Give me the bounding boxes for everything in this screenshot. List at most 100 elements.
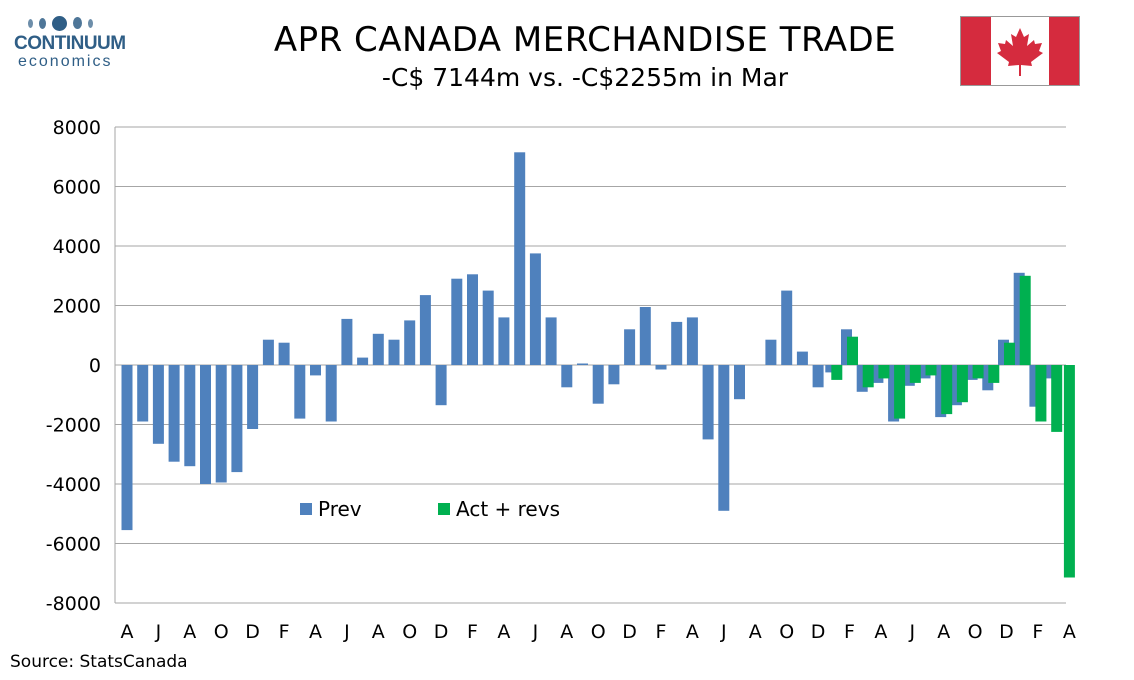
x-tick-label: D: [245, 621, 260, 643]
bar-prev: [639, 307, 651, 365]
x-tick-label: O: [214, 621, 229, 643]
bar-prev: [357, 357, 369, 365]
x-tick-label: J: [720, 621, 727, 643]
source-note: Source: StatsCanada: [10, 652, 188, 672]
page-subtitle: -C$ 7144m vs. -C$2255m in Mar: [381, 63, 789, 92]
bar-prev: [671, 321, 683, 365]
y-tick-label: -8000: [46, 593, 101, 615]
bar-prev: [812, 365, 824, 388]
bar-prev: [404, 320, 416, 365]
bar-act: [1051, 365, 1063, 432]
y-tick-label: 0: [89, 355, 101, 377]
x-tick-label: F: [844, 621, 855, 643]
canada-flag-icon: [960, 16, 1080, 86]
bar-act: [894, 365, 906, 419]
bar-prev: [624, 329, 636, 365]
bar-act: [1063, 365, 1075, 578]
logo-sub: economics: [18, 53, 113, 70]
bar-prev: [919, 365, 931, 379]
x-tick-label: O: [591, 621, 606, 643]
bar-prev: [950, 365, 962, 406]
bar-prev: [341, 318, 353, 365]
bar-prev: [686, 317, 698, 365]
bar-prev: [482, 290, 494, 365]
bar-prev: [184, 365, 196, 467]
legend-swatch-prev: [300, 503, 312, 515]
bar-prev: [1013, 272, 1025, 365]
bar-prev: [325, 365, 337, 422]
bar-act: [1004, 342, 1015, 365]
y-tick-label: 2000: [53, 296, 101, 318]
x-tick-label: A: [874, 621, 887, 643]
x-tick-label: A: [749, 621, 762, 643]
bar-prev: [966, 365, 978, 380]
x-tick-label: D: [434, 621, 449, 643]
x-tick-label: O: [779, 621, 794, 643]
x-tick-label: A: [309, 621, 322, 643]
legend-label-act: Act + revs: [456, 497, 560, 521]
x-tick-label: F: [1032, 621, 1043, 643]
bar-prev: [825, 365, 837, 373]
bar-prev: [545, 317, 557, 365]
bar-prev: [796, 351, 808, 365]
legend: Prev Act + revs: [300, 497, 560, 521]
y-tick-label: -2000: [46, 415, 101, 437]
x-tick-label: A: [183, 621, 196, 643]
bar-act: [862, 365, 874, 388]
y-tick-labels: 8000 6000 4000 2000 0 -2000 -4000 -6000 -8000: [46, 117, 101, 615]
x-tick-label: A: [497, 621, 510, 643]
x-tick-label: A: [372, 621, 385, 643]
bar-prev: [608, 365, 620, 385]
bar-prev: [121, 365, 133, 531]
bar-prev: [841, 329, 852, 365]
x-tick-label: J: [532, 621, 539, 643]
bar-prev: [998, 339, 1009, 365]
bar-prev: [467, 274, 478, 365]
bar-prev: [168, 365, 180, 462]
bar-prev: [200, 365, 211, 484]
x-tick-label: A: [560, 621, 573, 643]
bar-prev: [888, 365, 900, 422]
x-tick-label: D: [811, 621, 826, 643]
bar-prev: [592, 365, 604, 404]
bar-prev: [903, 365, 915, 386]
bar-act: [909, 365, 921, 383]
y-tick-label: -4000: [46, 474, 101, 496]
bar-prev: [388, 339, 400, 365]
legend-label-prev: Prev: [318, 497, 362, 521]
bar-prev: [529, 253, 541, 365]
y-tick-label: 6000: [53, 177, 101, 199]
bar-prev: [451, 278, 463, 365]
logo-name: CONTINUUM: [14, 33, 126, 54]
x-tick-label: J: [908, 621, 915, 643]
x-tick-label: F: [656, 621, 667, 643]
x-tick-label: A: [686, 621, 699, 643]
bar-act: [1019, 275, 1031, 366]
bar-act: [956, 365, 968, 403]
bar-prev: [278, 342, 290, 365]
bar-prev: [577, 363, 588, 365]
bar-prev: [419, 295, 431, 365]
bar-act: [847, 336, 858, 365]
page-title: APR CANADA MERCHANDISE TRADE: [273, 20, 897, 60]
bar-act: [878, 365, 890, 379]
bar-prev: [372, 333, 384, 365]
y-tick-label: 8000: [53, 117, 101, 139]
grid-lines: [115, 126, 1066, 604]
bar-prev: [514, 152, 526, 365]
bar-prev: [231, 365, 243, 473]
bar-prev: [1045, 365, 1057, 379]
continuum-logo-icon: CONTINUUM economics: [14, 14, 134, 70]
bar-prev: [215, 365, 227, 483]
logo-dots: [28, 14, 134, 32]
bar-prev: [765, 339, 777, 365]
bar-prev: [655, 365, 667, 370]
x-tick-label: J: [155, 621, 162, 643]
bar-act: [1035, 365, 1047, 422]
bar-act: [941, 365, 953, 415]
bar-prev: [310, 365, 321, 376]
x-tick-label: A: [937, 621, 950, 643]
bar-prev: [781, 290, 793, 365]
bar-prev: [856, 365, 868, 392]
